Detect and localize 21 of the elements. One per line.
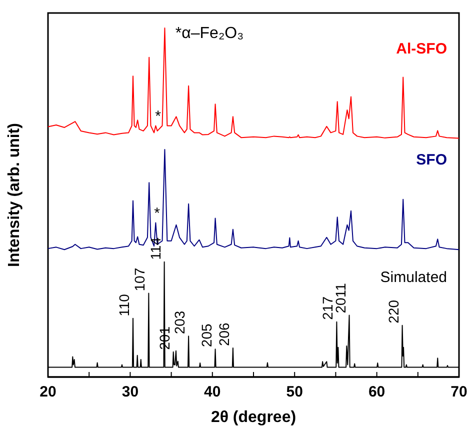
y-axis-title: Intensity (arb. unit) (6, 123, 23, 267)
annotation: 203 (172, 310, 188, 334)
annotation: * (155, 108, 162, 125)
annotation: 220 (385, 300, 402, 324)
text: SFO (416, 152, 448, 169)
annotation: *α–Fe₂O₃ (175, 25, 244, 42)
annotation: 110 (116, 294, 132, 316)
x-tick-label: 50 (286, 384, 303, 401)
x-axis-title: 2θ (degree) (210, 409, 296, 426)
x-tick-label: 20 (40, 384, 56, 401)
text: Simulated (380, 269, 447, 286)
x-tick-label: 40 (204, 384, 221, 401)
annotation: * (154, 205, 160, 222)
series-label: Al-SFO (396, 40, 448, 58)
x-tick-label: 70 (450, 384, 468, 401)
x-tick-label: 30 (122, 384, 139, 401)
x-tick-label: 60 (368, 384, 386, 401)
annotation: 205 (198, 324, 214, 348)
annotation: 206 (216, 322, 232, 346)
annotation: 114 (147, 237, 164, 260)
annotation: 107 (132, 268, 148, 292)
